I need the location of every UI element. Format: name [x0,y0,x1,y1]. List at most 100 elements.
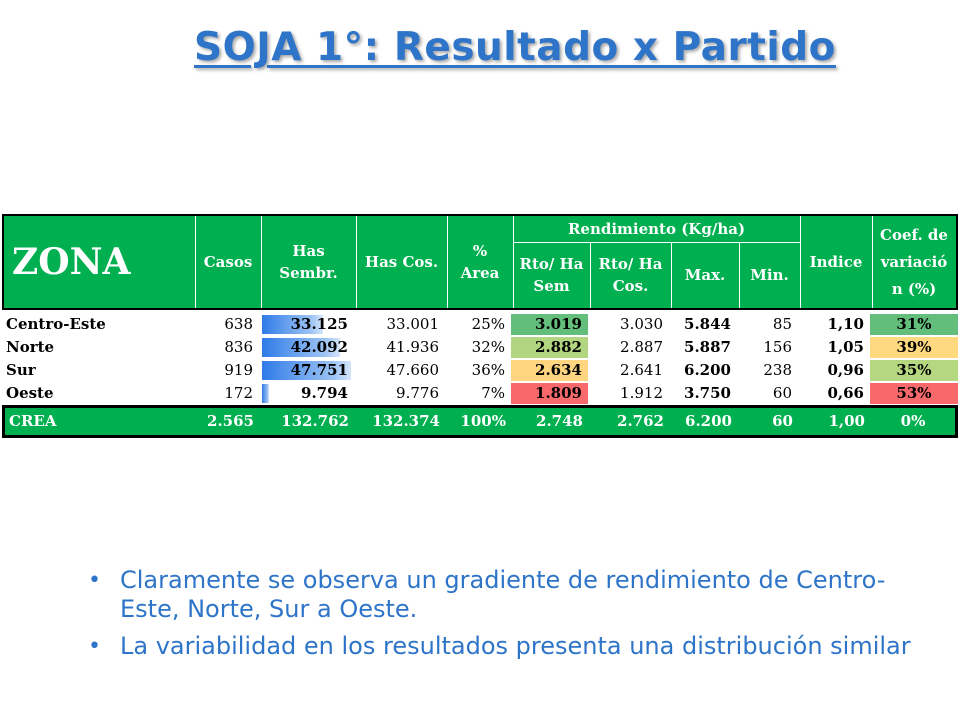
grid-line [800,216,801,308]
row-has-sembr: 9.794 [301,384,348,402]
row-area: 36% [471,361,505,379]
row-casos: 172 [224,384,253,402]
row-coef: 53% [870,383,958,404]
grid-line [513,216,514,308]
row-has-cos: 41.936 [386,338,440,356]
page-title: SOJA 1°: Resultado x Partido [194,25,836,70]
row-area: 7% [481,384,505,402]
table-row: Centro-Este 638 33.125 33.001 25% 3.019 3.030 5… [2,313,958,336]
grid-line [671,242,672,308]
header-coef: Coef. de variació n (%) [872,216,956,308]
row-rto-sem: 2.634 [511,360,588,381]
total-zona: CREA [9,412,57,430]
row-zona: Centro-Este [6,315,106,333]
total-row: CREA 2.565 132.762 132.374 100% 2.748 2.… [2,405,958,438]
total-coef: 0% [900,412,926,430]
bullet-text: Claramente se observa un gradiente de re… [120,566,886,623]
header-max: Max. [671,242,739,308]
table-row: Norte 836 42.092 41.936 32% 2.882 2.887 5.887 15… [2,336,958,359]
header-rto-cos-line1: Rto/ Ha [598,255,663,273]
row-indice: 1,05 [827,338,864,356]
table-row: Oeste 172 9.794 9.776 7% 1.809 1.912 3.750 60 0,6… [2,382,958,405]
bullet-item: • La variabilidad en los resultados pres… [88,632,928,661]
total-has-cos: 132.374 [372,412,440,430]
header-zona: ZONA [4,216,195,308]
row-min: 60 [772,384,792,402]
row-zona: Sur [6,361,36,379]
row-casos: 638 [224,315,253,333]
total-has-sembr: 132.762 [281,412,349,430]
row-has-sembr: 42.092 [290,338,348,356]
header-rto-cos: Rto/ Ha Cos. [590,242,671,308]
row-has-cos: 47.660 [386,361,440,379]
bullet-dot-icon: • [88,634,101,659]
total-min: 60 [772,412,793,430]
grid-line [261,216,262,308]
header-area-line2: Area [460,264,500,282]
row-max: 5.844 [684,315,731,333]
row-zona: Norte [6,338,55,356]
total-rto-sem: 2.748 [536,412,583,430]
bullet-dot-icon: • [88,568,101,593]
header-coef-line1: Coef. de [880,225,948,244]
row-has-cos: 9.776 [396,384,439,402]
header-coef-line3: n (%) [891,279,937,298]
table-row: Sur 919 47.751 47.660 36% 2.634 2.641 6.200 238 0… [2,359,958,382]
total-indice: 1,00 [828,412,865,430]
data-bar [262,338,340,357]
total-area: 100% [460,412,506,430]
header-area-line1: % [472,242,488,260]
row-coef: 31% [870,314,958,335]
grid-line [590,242,591,308]
grid-line [513,242,800,243]
row-has-sembr: 33.125 [290,315,348,333]
row-rto-sem: 2.882 [511,337,588,358]
header-casos: Casos [195,216,261,308]
row-casos: 919 [224,361,253,379]
bullet-item: • Claramente se observa un gradiente de … [88,566,928,624]
header-has-sembr-line1: Has [292,242,325,260]
results-table: ZONA Casos Has Sembr. Has Cos. % Area Re… [2,214,958,438]
row-indice: 0,66 [827,384,864,402]
row-indice: 0,96 [827,361,864,379]
header-min: Min. [739,242,800,308]
grid-line [739,242,740,308]
row-has-cos: 33.001 [386,315,440,333]
row-area: 32% [471,338,505,356]
row-rto-sem: 1.809 [511,383,588,404]
grid-line [447,216,448,308]
row-min: 156 [763,338,792,356]
header-rendimiento: Rendimiento (Kg/ha) [513,216,800,242]
data-bar [262,384,269,403]
row-coef: 35% [870,360,958,381]
grid-line [356,216,357,308]
header-rto-cos-line2: Cos. [612,277,649,295]
header-rto-sem: Rto/ Ha Sem [513,242,590,308]
row-area: 25% [471,315,505,333]
header-has-sembr-line2: Sembr. [279,264,338,282]
grid-line [195,216,196,308]
header-area: % Area [447,216,513,308]
table-header: ZONA Casos Has Sembr. Has Cos. % Area Re… [2,214,958,310]
bullet-list: • Claramente se observa un gradiente de … [88,566,928,669]
row-has-sembr: 47.751 [290,361,348,379]
header-rto-sem-line1: Rto/ Ha [519,255,584,273]
row-rto-cos: 2.641 [620,361,663,379]
row-rto-cos: 1.912 [620,384,663,402]
grid-line [872,216,873,308]
row-min: 85 [772,315,792,333]
row-rto-cos: 2.887 [620,338,663,356]
data-bar [262,361,351,380]
row-max: 6.200 [684,361,731,379]
row-casos: 836 [224,338,253,356]
header-has-cos: Has Cos. [356,216,447,308]
header-coef-line2: variació [880,252,948,271]
total-rto-cos: 2.762 [617,412,664,430]
total-max: 6.200 [685,412,732,430]
header-has-sembr: Has Sembr. [261,216,356,308]
row-coef: 39% [870,337,958,358]
row-rto-sem: 3.019 [511,314,588,335]
header-indice: Indice [800,216,872,308]
row-rto-cos: 3.030 [620,315,663,333]
bullet-text: La variabilidad en los resultados presen… [120,632,911,660]
